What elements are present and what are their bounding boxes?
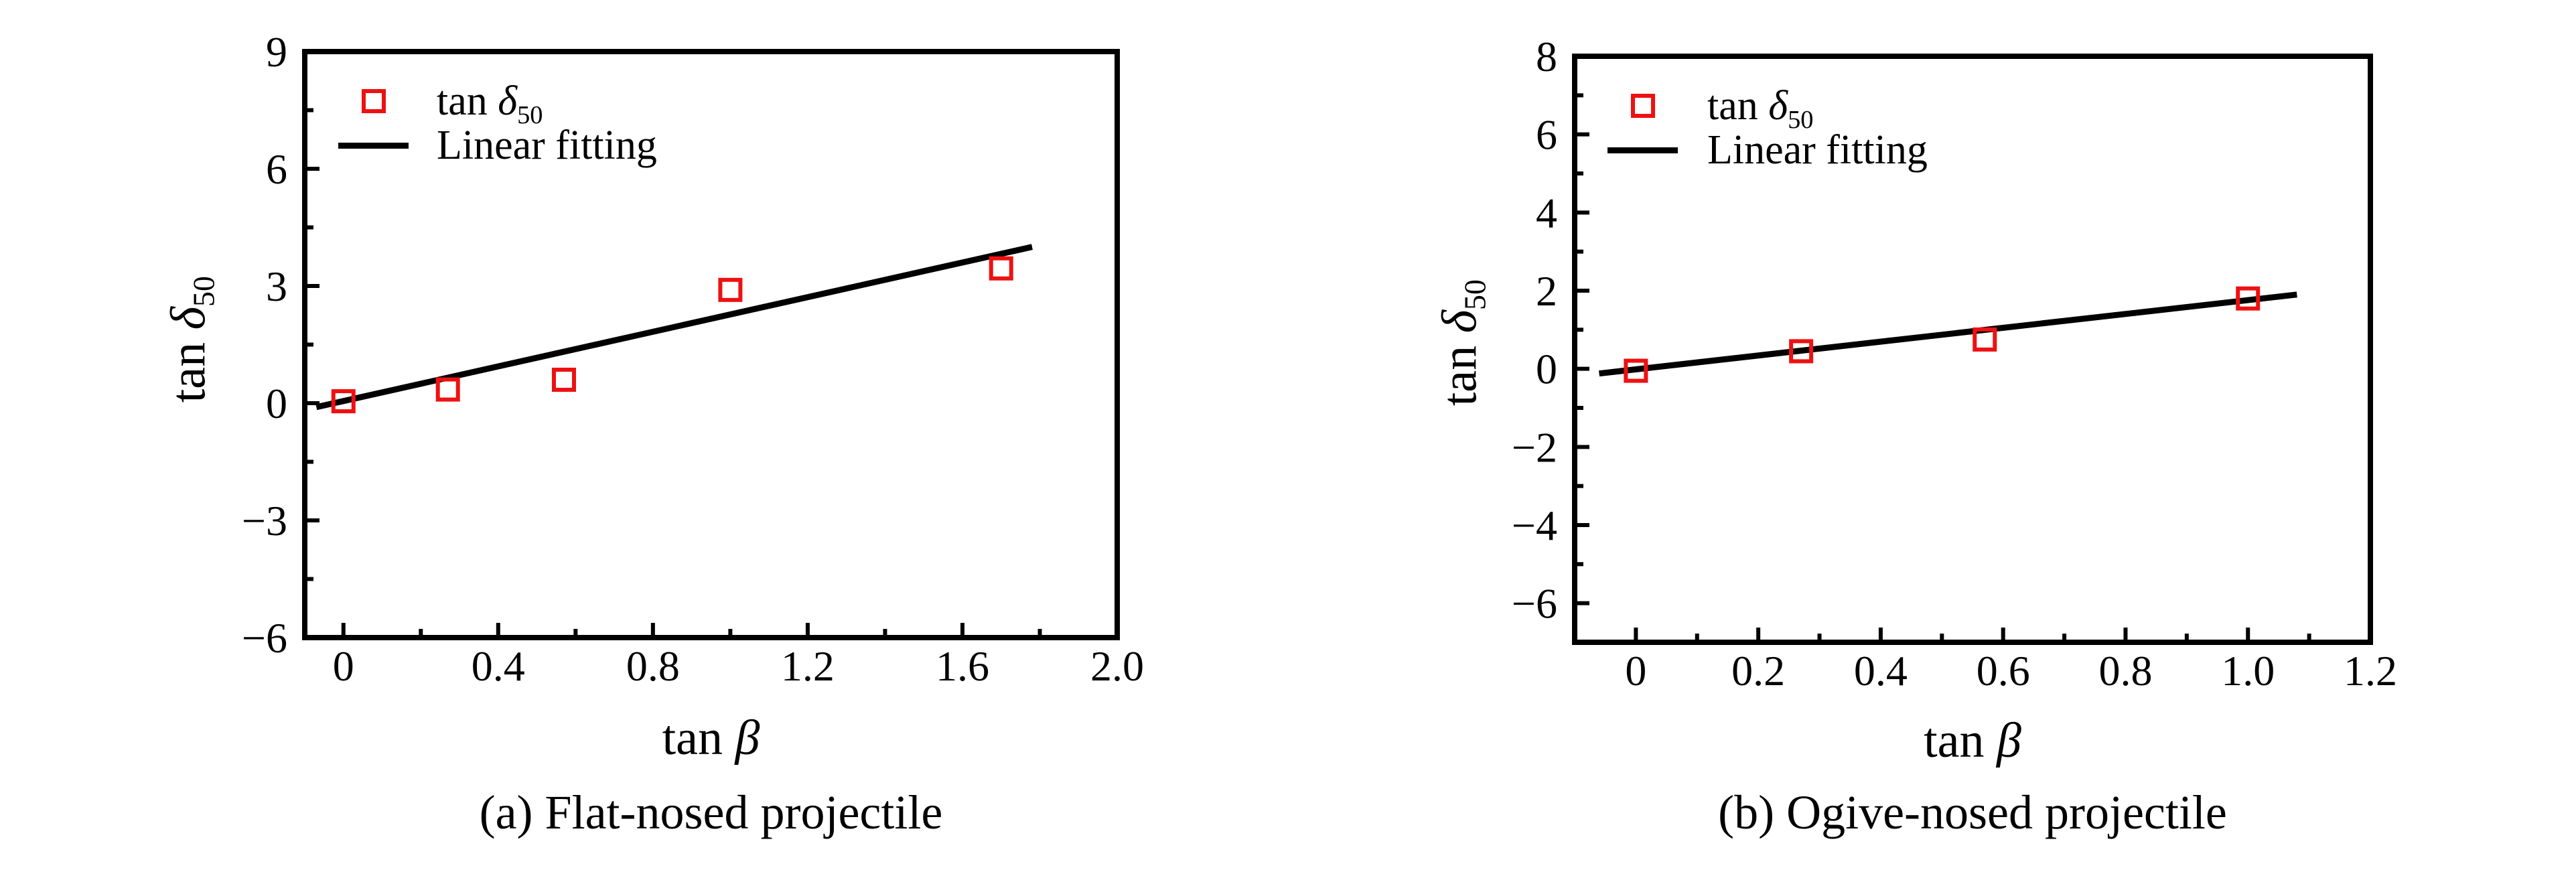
legend-fit-text: Linear fitting	[1707, 127, 1928, 173]
y-tick-label: −6	[1512, 580, 1557, 628]
data-point-square	[989, 256, 1013, 281]
x-axis-label-prefix: tan	[662, 711, 735, 766]
y-tick-label: 0	[1536, 346, 1557, 393]
y-axis-label: tan δ50	[1432, 209, 1502, 477]
beta-symbol: β	[1997, 713, 2021, 768]
legend-label-subscript: 50	[517, 100, 543, 129]
x-tick-label: 1.6	[936, 642, 989, 690]
data-point-square	[435, 377, 460, 402]
beta-symbol: β	[735, 711, 760, 766]
y-tick-label: −6	[242, 614, 287, 662]
delta-symbol: δ	[498, 78, 518, 124]
fit-line	[315, 244, 1033, 411]
data-point-square	[1973, 327, 1997, 352]
x-tick-label: 0.8	[2098, 647, 2152, 695]
x-axis-label: tan β	[1575, 714, 2370, 768]
y-tick-label: −3	[242, 497, 287, 545]
y-axis-label-subscript: 50	[186, 276, 221, 307]
x-axis-label: tan β	[305, 711, 1117, 765]
legend-label-points: tan δ50	[437, 77, 543, 139]
legend-label-prefix: tan	[437, 78, 498, 124]
y-tick-label: 2	[1536, 267, 1557, 315]
y-tick-label: −4	[1512, 502, 1557, 549]
x-tick-label: 1.2	[2344, 647, 2397, 695]
x-tick-label: 1.0	[2221, 647, 2275, 695]
caption-a: (a) Flat-nosed projectile	[479, 786, 943, 839]
chart-b: 0 0.2 0.4 0.6 0.8 1.0 1.2 8 6 4 2 0 −2 −4 −6	[1512, 33, 2397, 695]
plot-box	[1572, 54, 2373, 645]
delta-symbol: δ	[1432, 309, 1488, 334]
y-tick-label: 3	[266, 263, 287, 310]
legend-marker-square	[362, 89, 386, 113]
y-axis-label-subscript: 50	[1457, 279, 1492, 310]
legend-label-fit: Linear fitting	[437, 121, 657, 169]
plot-box	[302, 49, 1120, 640]
fit-line	[1599, 291, 2297, 377]
y-tick-label: −2	[1512, 423, 1557, 471]
data-point-square	[2236, 286, 2261, 311]
y-axis-label-prefix: tan	[161, 330, 216, 403]
x-tick-label: 2.0	[1090, 642, 1144, 690]
y-tick-label: 6	[1536, 111, 1557, 159]
delta-symbol: δ	[1768, 83, 1788, 129]
y-tick-label: 4	[1536, 189, 1557, 236]
data-point-square	[1789, 339, 1814, 364]
data-point-square	[552, 368, 577, 392]
data-point-square	[1624, 358, 1648, 383]
legend-label-subscript: 50	[1788, 105, 1814, 134]
y-tick-label: 8	[1536, 33, 1557, 80]
legend-fit-text: Linear fitting	[437, 123, 657, 168]
legend-label-fit: Linear fitting	[1707, 126, 1928, 174]
x-tick-label: 0.6	[1977, 647, 2030, 695]
data-point-square	[718, 277, 743, 302]
y-tick-label: 9	[266, 28, 287, 76]
legend-marker-square	[1631, 94, 1655, 118]
x-tick-label: 0.4	[472, 642, 525, 690]
x-tick-label: 0	[333, 642, 354, 690]
data-point-square	[331, 389, 356, 414]
y-tick-label: 6	[266, 145, 287, 193]
y-axis-label-prefix: tan	[1432, 333, 1488, 407]
x-tick-label: 1.2	[781, 642, 835, 690]
legend-label-points: tan δ50	[1707, 82, 1814, 144]
x-tick-label: 0.2	[1731, 647, 1785, 695]
y-tick-label: 0	[266, 380, 287, 427]
x-tick-label: 0.8	[626, 642, 680, 690]
x-tick-label: 0.4	[1854, 647, 1908, 695]
chart-a: 0 0.4 0.8 1.2 1.6 2.0 9 6 3 0 −3 −6	[242, 28, 1144, 690]
y-axis-label: tan δ50	[161, 206, 230, 474]
legend-marker-line	[1607, 147, 1678, 153]
x-axis-label-prefix: tan	[1924, 713, 1997, 768]
legend-marker-line	[338, 143, 409, 149]
delta-symbol: δ	[161, 306, 216, 330]
x-tick-label: 0	[1625, 647, 1646, 695]
caption-b: (b) Ogive-nosed projectile	[1718, 786, 2227, 839]
legend-label-prefix: tan	[1707, 83, 1769, 129]
